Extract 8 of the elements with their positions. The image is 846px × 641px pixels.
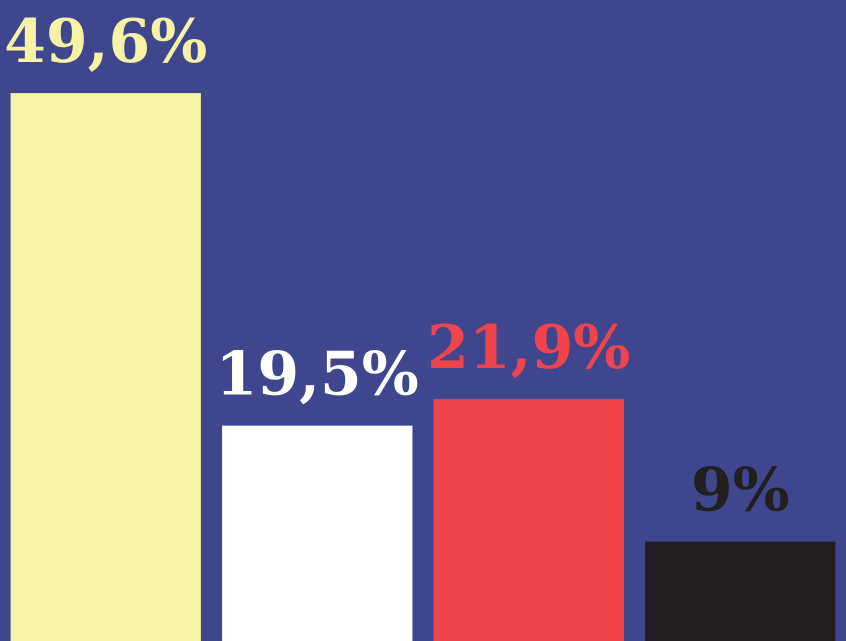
- bar: [645, 542, 836, 641]
- bar: [434, 399, 624, 641]
- data-label: 19,5%: [216, 340, 419, 410]
- data-label: 21,9%: [427, 313, 630, 384]
- bar: [222, 426, 412, 641]
- data-label: 49,6%: [4, 7, 208, 78]
- bar: [10, 93, 201, 641]
- data-label: 9%: [690, 456, 790, 526]
